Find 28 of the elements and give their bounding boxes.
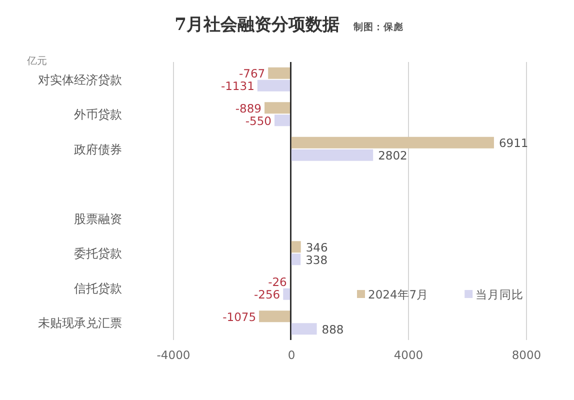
data-label: 338 xyxy=(306,252,328,267)
legend-label: 当月同比 xyxy=(476,288,524,302)
y-tick-label: 外币贷款 xyxy=(74,108,122,122)
data-label: 6911 xyxy=(498,136,528,150)
x-tick-label: -4000 xyxy=(156,348,190,362)
y-tick-label: 政府债券 xyxy=(74,142,122,156)
data-label: -256 xyxy=(254,288,280,302)
chart-subtitle: 制图：保彪 xyxy=(352,21,404,33)
data-label: 2802 xyxy=(378,148,408,163)
data-label: 888 xyxy=(322,322,344,336)
x-tick-label: 0 xyxy=(288,348,296,362)
chart-title: 7月社会融资分项数据 xyxy=(174,15,340,35)
data-label: -26 xyxy=(268,275,287,290)
x-tick-label: 4000 xyxy=(394,348,424,362)
data-label: 346 xyxy=(306,240,328,254)
legend-label: 2024年7月 xyxy=(368,288,429,302)
data-label: -1131 xyxy=(220,79,254,94)
data-label: -889 xyxy=(235,101,262,116)
data-label: -767 xyxy=(238,66,266,81)
data-label: -550 xyxy=(245,114,272,128)
y-tick-label: 信托贷款 xyxy=(74,281,122,296)
y-tick-label: 股票融资 xyxy=(74,212,122,226)
x-tick-label: 8000 xyxy=(512,348,542,362)
data-label: -1075 xyxy=(222,310,256,324)
y-tick-label: 未贴现承兑汇票 xyxy=(38,316,122,330)
y-tick-label: 对实体经济贷款 xyxy=(38,72,122,87)
text: 亿元 xyxy=(26,56,47,67)
y-tick-label: 委托贷款 xyxy=(74,246,122,261)
